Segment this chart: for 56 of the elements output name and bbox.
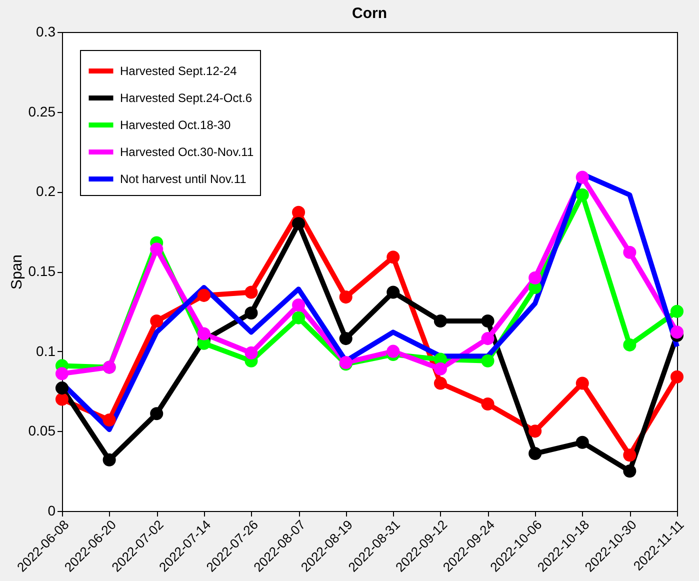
point	[197, 288, 210, 302]
point	[576, 170, 589, 184]
y-tick-label: 0.3	[36, 24, 56, 40]
point	[339, 332, 352, 346]
legend-label: Harvested Oct.18-30	[120, 118, 232, 132]
point	[55, 382, 69, 395]
point	[481, 332, 494, 346]
point	[670, 304, 684, 318]
point	[670, 370, 684, 384]
point	[150, 407, 164, 420]
point	[197, 327, 210, 340]
point	[386, 250, 400, 264]
point	[670, 326, 684, 339]
point	[528, 447, 542, 460]
y-axis-title: Span	[8, 254, 26, 290]
point	[386, 286, 400, 299]
y-tick-label: 0.2	[36, 183, 56, 200]
y-tick-label: 0.05	[28, 422, 56, 439]
legend-label: Harvested Sept.12-24	[120, 64, 238, 78]
legend-label: Not harvest until Nov.11	[120, 172, 247, 186]
y-tick-label: 0.1	[36, 342, 56, 359]
point	[244, 286, 258, 299]
point	[528, 424, 542, 438]
point	[55, 392, 69, 406]
point	[481, 314, 494, 328]
point	[102, 413, 116, 426]
point	[434, 376, 447, 390]
point	[434, 362, 447, 376]
point	[434, 314, 447, 328]
point	[244, 306, 258, 320]
point	[576, 376, 589, 390]
point	[481, 354, 494, 368]
point	[386, 344, 400, 358]
legend-label: Harvested Sept.24-Oct.6	[120, 91, 252, 105]
point	[244, 346, 258, 360]
point	[528, 271, 542, 284]
point	[150, 314, 164, 328]
point	[102, 453, 116, 466]
legend-label: Harvested Oct.30-Nov.11	[120, 145, 254, 159]
point	[623, 448, 636, 462]
y-tick-label: 0	[48, 502, 56, 518]
point	[292, 311, 306, 324]
point	[623, 464, 636, 478]
point	[623, 246, 636, 259]
point	[339, 290, 352, 304]
y-tick-label: 0.25	[28, 103, 56, 120]
point	[292, 217, 306, 230]
point	[623, 338, 636, 352]
point	[150, 242, 164, 256]
y-tick-label: 0.15	[28, 263, 56, 279]
chart-title: Corn	[352, 5, 387, 22]
point	[576, 436, 589, 449]
point	[55, 367, 69, 380]
point	[481, 398, 494, 411]
point	[576, 188, 589, 202]
point	[292, 298, 306, 312]
